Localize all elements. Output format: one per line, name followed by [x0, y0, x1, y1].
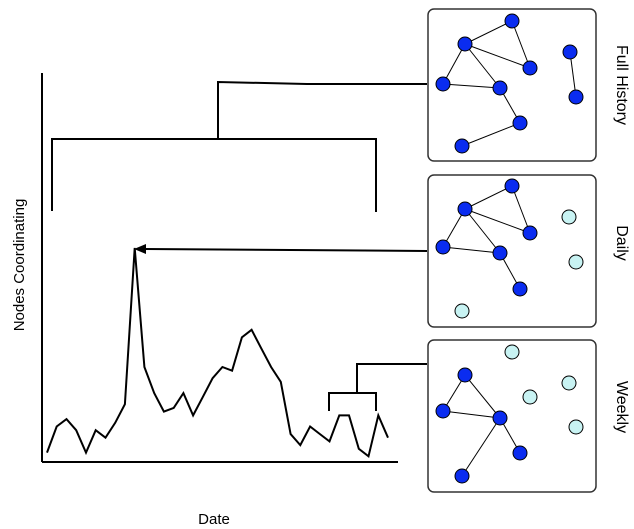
weekly-bracket [328, 392, 377, 411]
panel-label-daily: Daily [613, 225, 630, 261]
panel-daily [427, 174, 597, 328]
weekly-inactive-node [568, 419, 584, 435]
weekly-active-node [454, 468, 470, 484]
daily-active-node [492, 245, 508, 261]
daily-arrow-head [134, 244, 146, 254]
daily-edge [442, 246, 501, 254]
daily-active-node [435, 239, 451, 255]
weekly-edge [461, 417, 501, 477]
panel-label-weekly: Weekly [613, 381, 630, 433]
full-history-active-node [562, 44, 578, 60]
full-history-active-node [454, 138, 470, 154]
full-history-edge [464, 43, 531, 69]
y-axis-label: Nodes Coordinating [11, 199, 28, 332]
weekly-inactive-node [504, 344, 520, 360]
daily-edge [464, 208, 531, 234]
network-graph-weekly [435, 344, 584, 484]
weekly-active-node [435, 403, 451, 419]
panel-weekly [427, 339, 597, 493]
full-history-edge [442, 83, 501, 89]
daily-active-node [522, 225, 538, 241]
x-axis-label: Date [198, 511, 230, 528]
full-history-active-node [435, 76, 451, 92]
full-history-active-node [512, 115, 528, 131]
daily-edge [464, 208, 501, 254]
full-history-edge [464, 20, 513, 45]
network-graph-full-history [435, 13, 584, 154]
daily-arrow-line [144, 248, 428, 252]
full-history-edge [461, 122, 521, 147]
daily-active-node [504, 178, 520, 194]
daily-inactive-node [454, 303, 470, 319]
full-history-active-node [492, 80, 508, 96]
daily-active-node [457, 201, 473, 217]
full-history-active-node [522, 60, 538, 76]
full-history-edge [511, 20, 531, 69]
panel-label-full-history: Full History [613, 45, 630, 125]
daily-edge [511, 185, 531, 234]
weekly-active-node [457, 367, 473, 383]
daily-inactive-node [561, 209, 577, 225]
weekly-connector [356, 363, 427, 393]
weekly-inactive-node [522, 389, 538, 405]
full-history-connector [217, 80, 427, 139]
full-history-edge [464, 43, 501, 89]
weekly-active-node [512, 445, 528, 461]
full-history-active-node [568, 89, 584, 105]
full-history-active-node [504, 13, 520, 29]
full-history-edge [442, 43, 466, 85]
weekly-edge [464, 374, 501, 419]
weekly-inactive-node [561, 375, 577, 391]
series-line [46, 247, 389, 459]
daily-active-node [512, 281, 528, 297]
full-history-bracket [51, 138, 377, 212]
weekly-active-node [492, 410, 508, 426]
daily-edge [464, 185, 513, 210]
full-history-active-node [457, 36, 473, 52]
full-history-edge [569, 51, 577, 98]
daily-inactive-node [568, 254, 584, 270]
weekly-edge [442, 410, 501, 419]
network-graph-daily [435, 178, 584, 319]
